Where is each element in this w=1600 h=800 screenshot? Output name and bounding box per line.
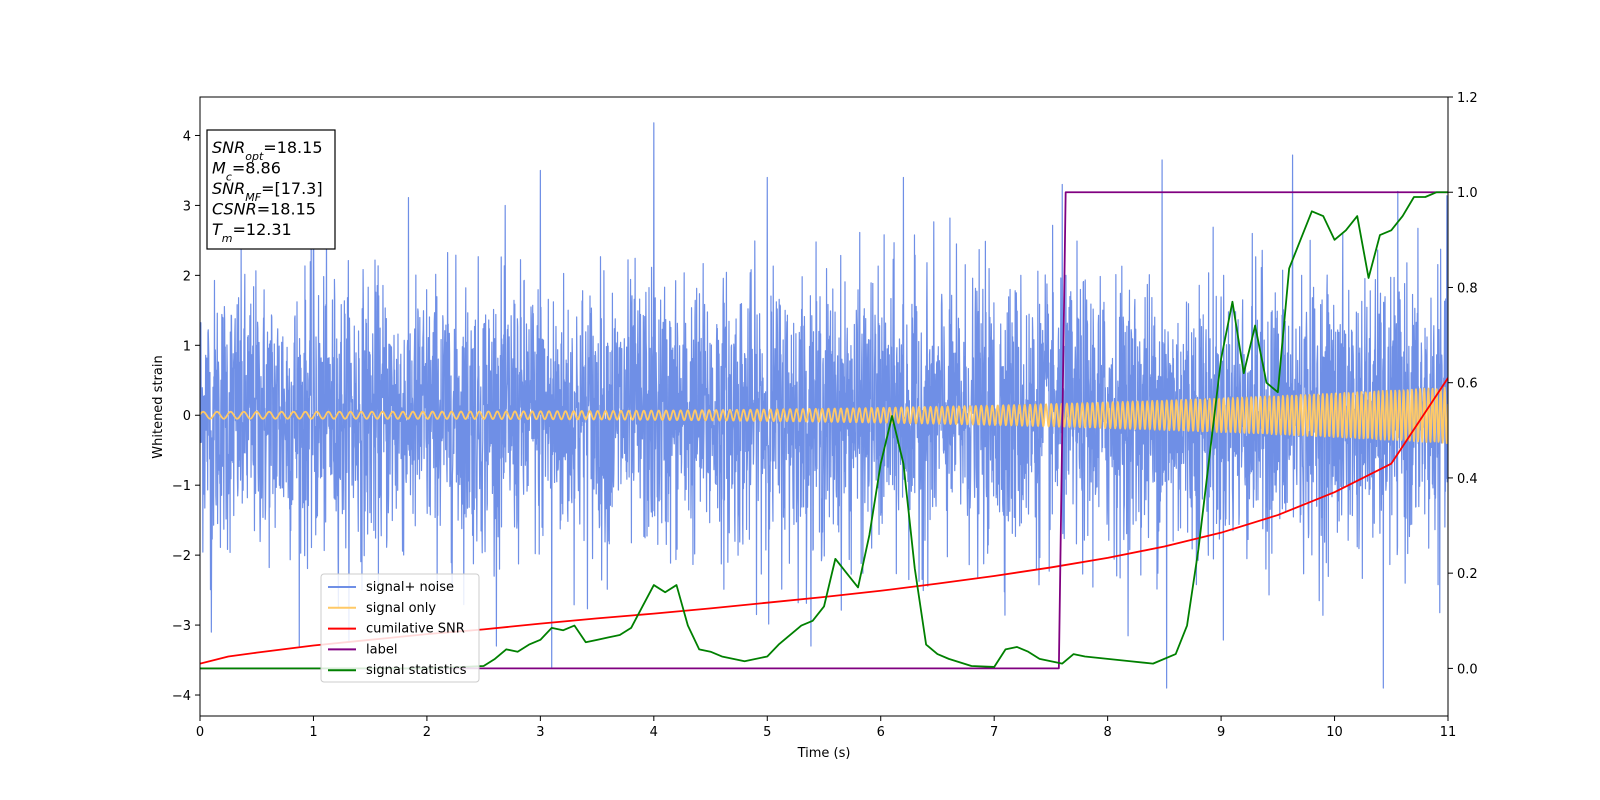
legend-label: signal+ noise (366, 580, 454, 595)
y-axis-label: Whitened strain (151, 355, 166, 458)
y2-tick-label: 0.4 (1457, 472, 1478, 487)
info-box-frame (206, 129, 336, 250)
legend-frame (320, 573, 480, 683)
y2-tick-label: 0.6 (1457, 377, 1478, 392)
series-line-signal-noise (200, 122, 1448, 689)
y-tick-label: −2 (172, 549, 191, 564)
x-tick-label: 6 (877, 725, 885, 740)
legend-label: signal statistics (366, 663, 467, 678)
info-line: Tm=12.31 (212, 220, 292, 245)
y2-tick-label: 0.2 (1457, 567, 1478, 582)
info-line: SNRopt=18.15 (212, 138, 323, 163)
info-line: SNRMF=[17.3] (212, 179, 323, 204)
x-axis-ticks: 0 1 2 3 4 5 6 7 8 9 10 11 (196, 716, 1456, 740)
y2-tick-label: 1.0 (1457, 186, 1478, 201)
legend-label: signal only (366, 601, 436, 616)
x-tick-label: 1 (309, 725, 317, 740)
y-tick-label: 0 (183, 409, 191, 424)
x-tick-label: 4 (650, 725, 658, 740)
y2-tick-label: 0.8 (1457, 281, 1478, 296)
series-line-signal-only (200, 386, 1448, 445)
info-line: Mc=8.86 (212, 159, 281, 184)
y-axis-ticks: −4 −3 −2 −1 0 1 2 3 4 (172, 129, 200, 704)
legend: signal+ noise signal only cumilative SNR la… (320, 573, 480, 683)
x-tick-label: 2 (423, 725, 431, 740)
series-line-label (200, 191, 1448, 670)
x-tick-label: 7 (990, 725, 998, 740)
x-tick-label: 3 (536, 725, 544, 740)
y2-axis-ticks: 0.0 0.2 0.4 0.6 0.8 1.0 1.2 (1448, 91, 1478, 677)
plot-frame (199, 96, 1449, 717)
legend-label: cumilative SNR (366, 622, 465, 637)
x-tick-label: 5 (763, 725, 771, 740)
y-tick-label: −1 (172, 479, 191, 494)
x-tick-label: 8 (1103, 725, 1111, 740)
y-tick-label: 1 (183, 339, 191, 354)
y-tick-label: −4 (172, 689, 191, 704)
x-tick-label: 10 (1326, 725, 1343, 740)
y-tick-label: 3 (183, 199, 191, 214)
x-tick-label: 11 (1440, 725, 1457, 740)
x-axis-label: Time (s) (797, 746, 851, 761)
info-box: SNRopt=18.15Mc=8.86SNRMF=[17.3]CSNR=18.1… (206, 129, 336, 250)
y-tick-label: −3 (172, 619, 191, 634)
y-tick-label: 2 (183, 269, 191, 284)
info-line: CSNR=18.15 (212, 200, 316, 219)
x-tick-label: 9 (1217, 725, 1225, 740)
y2-tick-label: 0.0 (1457, 662, 1478, 677)
y-tick-label: 4 (183, 129, 191, 144)
y2-tick-label: 1.2 (1457, 91, 1478, 106)
x-tick-label: 0 (196, 725, 204, 740)
legend-label: label (366, 642, 397, 657)
series-line-signal-statistics (200, 191, 1448, 670)
